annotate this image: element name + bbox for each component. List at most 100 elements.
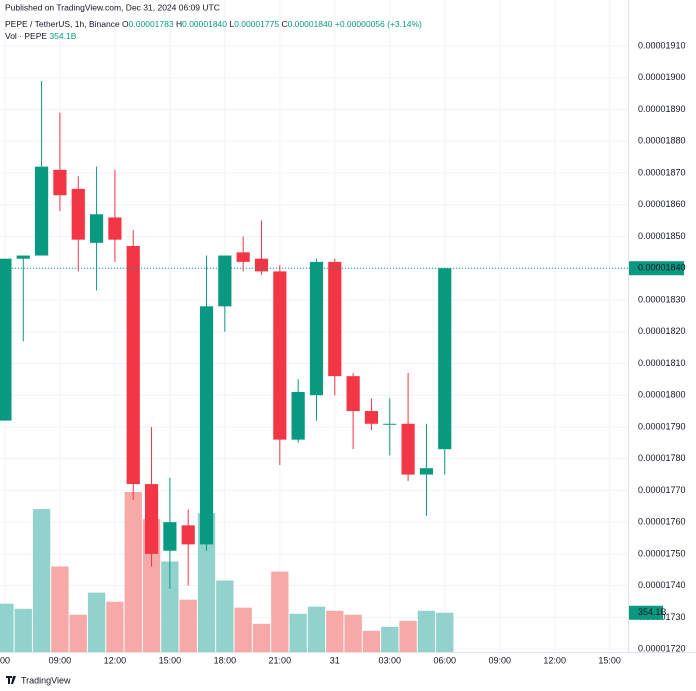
logo: [6, 676, 16, 684]
volume-bar: [106, 601, 124, 652]
change: +0.00000056 (+3.14%): [335, 19, 422, 29]
volume-bar: [326, 610, 344, 652]
candle-body: [236, 252, 250, 262]
x-tick-label: 31: [330, 655, 340, 665]
ohlc-value: 0.00001840: [288, 19, 333, 29]
x-tick-label: 21:00: [269, 655, 292, 665]
x-tick-label: 06:00: [433, 655, 456, 665]
candle-body: [309, 261, 324, 396]
candle-body: [438, 268, 452, 450]
y-tick-label: 0.00001790: [638, 421, 686, 431]
ohlc-value: 0.00001783: [129, 19, 174, 29]
candle-body: [364, 411, 379, 424]
volume-bar: [252, 623, 271, 652]
candle-body: [89, 214, 104, 243]
y-tick-label: 0.00001820: [638, 326, 686, 336]
symbol-legend: PEPE / TetherUS, 1h, Binance O0.00001783…: [5, 19, 422, 29]
y-tick-label: 0.00001830: [638, 294, 686, 304]
candle-body: [71, 188, 85, 240]
candle-body: [199, 306, 214, 545]
y-tick-label: 0.00001850: [638, 231, 686, 241]
candle-body: [126, 246, 140, 485]
volume-legend: Vol · PEPE 354.1B: [5, 31, 77, 41]
y-tick-label: 0.00001890: [638, 104, 686, 114]
volume-bar: [87, 592, 106, 652]
volume-bar: [179, 599, 197, 652]
x-tick-label: 00: [0, 655, 10, 665]
volume-bar: [362, 630, 381, 652]
candle-body: [346, 376, 360, 412]
volume-value: 354.1B: [49, 31, 76, 41]
candle-body: [401, 423, 415, 475]
candle-body: [35, 166, 49, 256]
candle-body: [108, 217, 122, 240]
x-tick-label: 15:00: [598, 655, 621, 665]
volume-label: 354.1B: [638, 607, 667, 617]
volume-bar: [161, 561, 179, 652]
volume-bar: [51, 566, 69, 652]
volume-bar: [32, 509, 51, 652]
volume-bar: [124, 492, 142, 652]
volume-pane: [0, 492, 454, 652]
y-tick-label: 0.00001870: [638, 167, 686, 177]
candle-body: [16, 255, 30, 259]
x-tick-label: 09:00: [49, 655, 72, 665]
volume-bar: [289, 613, 307, 652]
y-tick-label: 0.00001750: [638, 548, 686, 558]
published-note: Published on TradingView.com, Dec 31, 20…: [5, 2, 220, 12]
brand: TradingView: [21, 675, 71, 685]
ohlc-value: 0.00001775: [234, 19, 279, 29]
volume-bar: [216, 580, 234, 652]
y-tick-label: 0.00001810: [638, 358, 686, 368]
symbol: PEPE / TetherUS, 1h, Binance: [5, 19, 120, 29]
candle-body: [144, 484, 159, 554]
x-tick-label: 15:00: [159, 655, 182, 665]
y-tick-label: 0.00001860: [638, 199, 686, 209]
y-tick-label: 0.00001880: [638, 136, 686, 146]
volume-box: [629, 605, 663, 620]
y-tick-label: 0.00001800: [638, 390, 686, 400]
candle-body: [291, 392, 305, 440]
last-price-label: 0.00001840: [638, 263, 686, 273]
candle-body: [254, 258, 269, 272]
ohlc-label: L: [229, 19, 234, 29]
y-tick-label: 0.00001780: [638, 453, 686, 463]
volume-bar: [436, 612, 454, 652]
x-tick-label: 12:00: [104, 655, 127, 665]
volume-bar: [234, 607, 252, 652]
x-tick-label: 18:00: [214, 655, 237, 665]
volume-bar: [271, 571, 289, 652]
volume-bar: [381, 626, 399, 652]
footer: TradingView: [6, 675, 71, 685]
volume-bar: [69, 614, 87, 652]
candle-body: [273, 271, 287, 440]
volume-bar: [197, 513, 216, 652]
y-tick-label: 0.00001770: [638, 485, 686, 495]
y-tick-label: 0.00001910: [638, 40, 686, 50]
candle-body: [419, 468, 434, 475]
volume-bar: [344, 614, 362, 652]
x-tick-label: 03:00: [379, 655, 402, 665]
volume-name: Vol · PEPE: [5, 31, 47, 41]
x-tick-label: 09:00: [488, 655, 511, 665]
candles: [0, 80, 452, 589]
volume-bar: [14, 608, 32, 652]
y-tick-label: 0.00001720: [638, 644, 686, 654]
ohlc-label: O: [122, 19, 129, 29]
ohlc-label: H: [176, 19, 182, 29]
y-tick-label: 0.00001740: [638, 580, 686, 590]
volume-bar: [0, 603, 14, 652]
candle-body: [383, 423, 397, 425]
candle-body: [163, 522, 177, 551]
candle-body: [0, 258, 12, 421]
volume-bar: [417, 610, 436, 652]
y-tick-label: 0.00001760: [638, 517, 686, 527]
candle-body: [218, 255, 232, 307]
candle-body: [53, 169, 67, 196]
last-price-box: [629, 261, 684, 276]
candle-body: [328, 261, 342, 377]
candle-body: [181, 525, 195, 545]
ohlc-value: 0.00001840: [182, 19, 227, 29]
volume-bar: [307, 606, 326, 652]
